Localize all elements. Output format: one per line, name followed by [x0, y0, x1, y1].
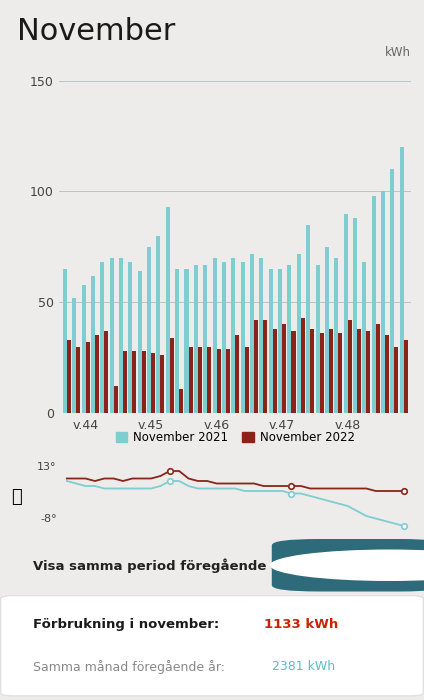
- Bar: [142, 351, 146, 413]
- Bar: [310, 329, 314, 413]
- Bar: [72, 298, 76, 413]
- Bar: [400, 147, 404, 413]
- Bar: [203, 265, 207, 413]
- Bar: [100, 262, 104, 413]
- FancyBboxPatch shape: [272, 539, 424, 592]
- Bar: [132, 351, 137, 413]
- Text: Samma månad föregående år:: Samma månad föregående år:: [33, 659, 225, 673]
- Bar: [282, 324, 286, 413]
- Bar: [357, 329, 361, 413]
- Bar: [259, 258, 263, 413]
- Legend: November 2021, November 2022: November 2021, November 2022: [111, 426, 360, 449]
- Bar: [376, 324, 380, 413]
- Bar: [263, 320, 268, 413]
- Bar: [119, 258, 123, 413]
- FancyBboxPatch shape: [1, 596, 423, 696]
- Bar: [147, 247, 151, 413]
- Bar: [301, 318, 305, 413]
- Text: 2381 kWh: 2381 kWh: [272, 660, 335, 673]
- Text: Visa samma period föregående år: Visa samma period föregående år: [33, 558, 286, 573]
- Bar: [404, 340, 408, 413]
- Text: kWh: kWh: [385, 46, 411, 60]
- Bar: [394, 346, 399, 413]
- Bar: [166, 207, 170, 413]
- Bar: [254, 320, 258, 413]
- Bar: [86, 342, 89, 413]
- Bar: [385, 335, 389, 413]
- Bar: [320, 333, 324, 413]
- Bar: [235, 335, 239, 413]
- Bar: [297, 253, 301, 413]
- Bar: [156, 236, 160, 413]
- Bar: [325, 247, 329, 413]
- Bar: [170, 337, 174, 413]
- Text: 🌡: 🌡: [11, 488, 22, 506]
- Text: November: November: [17, 18, 176, 46]
- Bar: [353, 218, 357, 413]
- Bar: [110, 258, 114, 413]
- Bar: [151, 354, 155, 413]
- Bar: [95, 335, 99, 413]
- Bar: [372, 196, 376, 413]
- Bar: [348, 320, 351, 413]
- Bar: [343, 214, 348, 413]
- Bar: [91, 276, 95, 413]
- Bar: [334, 258, 338, 413]
- Bar: [63, 269, 67, 413]
- Bar: [250, 253, 254, 413]
- Bar: [329, 329, 333, 413]
- Bar: [67, 340, 71, 413]
- Bar: [207, 346, 211, 413]
- Text: Förbrukning i november:: Förbrukning i november:: [33, 619, 219, 631]
- Bar: [363, 262, 366, 413]
- Circle shape: [270, 550, 424, 581]
- Bar: [381, 192, 385, 413]
- Bar: [104, 331, 108, 413]
- Bar: [232, 258, 235, 413]
- Bar: [391, 169, 394, 413]
- Bar: [291, 331, 296, 413]
- Bar: [217, 349, 220, 413]
- Bar: [269, 269, 273, 413]
- Bar: [114, 386, 118, 413]
- Bar: [81, 284, 86, 413]
- Bar: [175, 269, 179, 413]
- Bar: [194, 265, 198, 413]
- Bar: [212, 258, 217, 413]
- Bar: [338, 333, 342, 413]
- Bar: [306, 225, 310, 413]
- Bar: [123, 351, 127, 413]
- Bar: [222, 262, 226, 413]
- Text: 1133 kWh: 1133 kWh: [264, 619, 338, 631]
- Bar: [179, 389, 183, 413]
- Bar: [273, 329, 277, 413]
- Bar: [198, 346, 202, 413]
- Bar: [138, 271, 142, 413]
- Bar: [184, 269, 189, 413]
- Bar: [241, 262, 245, 413]
- Bar: [189, 346, 192, 413]
- Bar: [245, 346, 249, 413]
- Bar: [76, 346, 80, 413]
- Bar: [366, 331, 371, 413]
- Bar: [278, 269, 282, 413]
- Bar: [128, 262, 132, 413]
- Bar: [226, 349, 230, 413]
- Bar: [315, 265, 320, 413]
- Bar: [160, 356, 165, 413]
- Bar: [287, 265, 291, 413]
